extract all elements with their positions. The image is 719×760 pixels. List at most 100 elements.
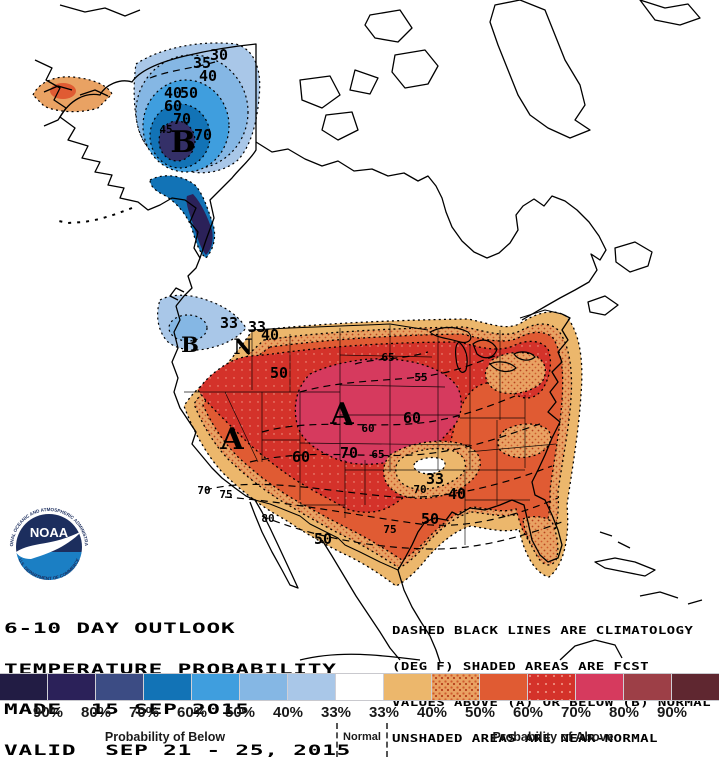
legend-tick: 70% (128, 704, 160, 721)
map-label-65: 65 (371, 448, 384, 461)
map-label-50: 50 (270, 364, 288, 382)
logo-acronym: NOAA (30, 525, 69, 540)
map-label-33: 33 (248, 318, 266, 336)
note-line-4: UNSHADED AREAS ARE NEAR-NORMAL (392, 732, 658, 745)
coast-yucatan (299, 639, 623, 661)
legend-segment-50-60-below (192, 674, 240, 700)
legend-color-bar (0, 673, 719, 701)
shade-below-70 (158, 120, 196, 162)
legend-tick: 80% (80, 704, 112, 721)
legend-tick: 33% (368, 704, 400, 721)
legend-below-caption: Probability of Below (104, 730, 226, 744)
legend-segment-70-80-below (96, 674, 144, 700)
coast-bc (169, 257, 201, 307)
map-label-30: 30 (210, 46, 228, 64)
legend-segment-33-40-below (288, 674, 336, 700)
map-label-60: 60 (361, 422, 374, 435)
map-label-60: 60 (403, 409, 421, 427)
coast-arctic-islands (299, 0, 701, 141)
legend-segment-40-50-below (240, 674, 288, 700)
coast-aleutians (53, 207, 133, 224)
coast-mexico (249, 499, 441, 663)
legend-tick: 40% (416, 704, 448, 721)
legend-segment-40-50-above (432, 674, 480, 700)
map-label-50: 50 (421, 510, 439, 528)
region-below-normal (32, 42, 261, 351)
coast-canada (255, 141, 607, 321)
title-line-3: MADE 15 SEP 2015 (4, 702, 250, 718)
coast-alaska (59, 43, 257, 259)
map-label-35: 35 (193, 54, 211, 72)
map-label-A: A (219, 422, 244, 457)
legend-tick: 40% (272, 704, 304, 721)
legend-segment-90-above (672, 674, 719, 700)
coast-east-gulf (397, 313, 571, 571)
map-label-B: B (170, 125, 195, 160)
map-label-50: 50 (180, 84, 198, 102)
map-label-75: 75 (383, 523, 396, 536)
map-label-70: 70 (340, 444, 358, 462)
legend-segment-near-normal (336, 674, 384, 700)
border-us-canada (247, 309, 563, 331)
shade-chukotka-50 (50, 83, 76, 99)
coast-russia (34, 4, 141, 127)
legend-tick: 50% (224, 704, 256, 721)
map-label-60: 60 (292, 448, 310, 466)
normal-divider-left (336, 723, 338, 757)
map-label-45: 45 (159, 123, 172, 136)
coast-caribbean (594, 531, 703, 605)
title-line-4: VALID SEP 21 - 25, 2015 (4, 742, 352, 759)
normal-divider-right (386, 723, 388, 757)
legend-tick: 60% (176, 704, 208, 721)
legend-segment-80-90-below (48, 674, 96, 700)
legend-segment-80-90-above (624, 674, 672, 700)
legend-segment-60-70-above (528, 674, 576, 700)
map-label-40: 40 (164, 84, 182, 102)
legend-above-caption: Probability of Above (492, 730, 614, 744)
legend-segment-33-40-above (384, 674, 432, 700)
legend-tick: 90% (656, 704, 688, 721)
legend-tick: 80% (608, 704, 640, 721)
map-label-60: 60 (164, 97, 182, 115)
shade-florida-tip (522, 515, 559, 566)
note-line-1: DASHED BLACK LINES ARE CLIMATOLOGY (392, 624, 694, 637)
map-label-70: 70 (197, 484, 210, 497)
region-above-normal (183, 311, 583, 587)
map-label-75: 75 (219, 488, 232, 501)
title-line-2: TEMPERATURE PROBABILITY (4, 661, 337, 678)
legend-segment-90-below (0, 674, 48, 700)
great-lakes (428, 326, 536, 373)
map-label-50: 50 (314, 530, 332, 548)
state-borders (184, 325, 557, 545)
border-us-mexico (254, 499, 399, 571)
map-label-33: 33 (220, 314, 238, 332)
legend-tick: 70% (560, 704, 592, 721)
map-label-55: 55 (414, 371, 427, 384)
map-label-A: A (329, 397, 354, 432)
map-label-B: B (181, 332, 199, 357)
map-label-65: 65 (381, 351, 394, 364)
legend-tick-labels: 90% 80% 70% 60% 50% 40% 33% 33% 40% 50% 60% 70% 80% 9… (0, 704, 719, 721)
legend-tick: 50% (464, 704, 496, 721)
noaa-logo: NOAA NATIONAL OCEANIC AND ATMOSPHERIC AD… (3, 501, 94, 592)
map-label-40: 40 (261, 326, 279, 344)
coast-west (171, 305, 256, 501)
coast-newfoundland (587, 241, 653, 316)
map-label-40: 40 (199, 67, 217, 85)
legend-normal-caption: Normal (343, 731, 381, 743)
map-label-70: 70 (413, 483, 426, 496)
map-label-80: 80 (261, 512, 274, 525)
legend-tick: 33% (320, 704, 352, 721)
map-label-70: 70 (173, 110, 191, 128)
shade-pocket-carolinas (497, 423, 552, 459)
title-line-1: 6-10 DAY OUTLOOK (4, 621, 236, 637)
map-label-70: 70 (194, 126, 212, 144)
shade-washington-40 (168, 314, 208, 342)
shade-pocket-ohio (484, 351, 547, 395)
legend-segment-70-80-above (576, 674, 624, 700)
note-line-2: (DEG F) SHADED AREAS ARE FCST (392, 660, 649, 673)
legend-segment-50-60-above (480, 674, 528, 700)
